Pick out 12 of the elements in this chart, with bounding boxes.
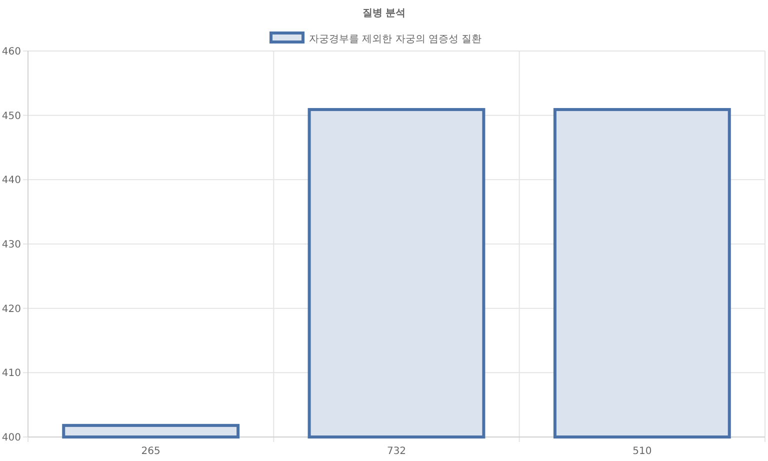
x-tick-label: 732 (386, 446, 406, 457)
x-tick-label: 510 (632, 446, 652, 457)
chart-title: 질병 분석 (362, 8, 406, 19)
y-tick-label: 410 (2, 368, 21, 380)
y-tick-label: 430 (2, 240, 21, 250)
y-tick-label: 420 (2, 304, 21, 315)
y-tick-label: 450 (2, 110, 21, 122)
legend-label: 자궁경부를 제외한 자궁의 염증성 질환 (309, 34, 482, 45)
x-tick-label: 265 (141, 446, 160, 457)
y-tick-label: 460 (2, 46, 21, 58)
y-tick-label: 440 (2, 175, 21, 186)
y-tick-label: 400 (2, 432, 21, 444)
